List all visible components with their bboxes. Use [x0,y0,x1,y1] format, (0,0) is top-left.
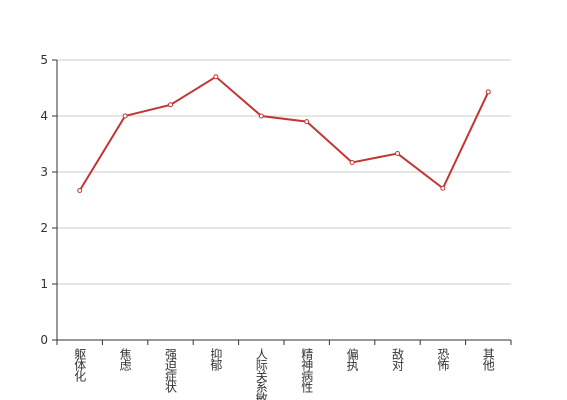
point [440,185,446,191]
y-tick-label: 3 [40,165,48,179]
point [213,74,219,80]
y-tick-label: 2 [40,221,48,235]
point [122,113,128,119]
point [485,89,491,95]
y-tick-label: 1 [40,277,48,291]
x-tick-label: 偏执 [345,347,359,372]
x-tick-label: 强迫症状 [164,348,178,393]
y-tick-label: 4 [40,109,48,123]
point [258,113,264,119]
y-tick-label: 0 [40,333,48,347]
x-tick-label: 抑郁 [209,347,223,372]
x-tick-label: 躯体化 [73,347,87,383]
x-tick-label: 其他 [481,348,495,371]
x-tick-label: 精神病性 [300,348,314,394]
point [77,187,83,193]
x-tick-label: 人际关系敏感 [254,348,268,400]
x-tick-label: 敌对 [391,347,405,371]
point [395,151,400,157]
point [349,159,355,165]
x-tick-label: 恐怖 [436,348,450,371]
line [78,75,490,192]
point [304,119,310,125]
y-tick-label: 5 [40,53,48,67]
x-tick-label: 焦虑 [118,348,132,371]
point [168,102,173,108]
